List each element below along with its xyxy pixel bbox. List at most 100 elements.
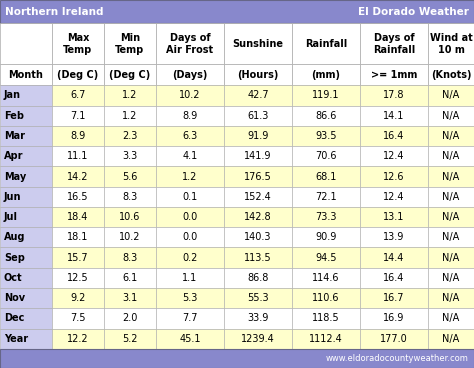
Bar [0, 85, 52, 106]
Bar [224, 187, 292, 207]
Text: 3.1: 3.1 [122, 293, 137, 303]
Text: 142.8: 142.8 [244, 212, 272, 222]
Text: (Days): (Days) [173, 70, 208, 79]
Bar [0, 146, 52, 166]
Bar [156, 227, 224, 247]
Bar [428, 85, 474, 106]
Bar [0, 329, 52, 349]
Bar [224, 166, 292, 187]
Text: Feb: Feb [4, 111, 24, 121]
Bar [104, 85, 156, 106]
Text: 45.1: 45.1 [179, 334, 201, 344]
Bar [292, 24, 360, 64]
Bar [292, 268, 360, 288]
Text: Apr: Apr [4, 151, 24, 161]
Text: 12.4: 12.4 [383, 192, 405, 202]
Bar [52, 166, 104, 187]
Text: 7.1: 7.1 [70, 111, 86, 121]
Text: 10.6: 10.6 [119, 212, 141, 222]
Text: 8.9: 8.9 [70, 131, 86, 141]
Text: 110.6: 110.6 [312, 293, 340, 303]
Text: 5.6: 5.6 [122, 171, 137, 181]
Text: 2.3: 2.3 [122, 131, 137, 141]
Text: 0.2: 0.2 [182, 252, 198, 263]
Text: N/A: N/A [442, 334, 460, 344]
Bar [224, 247, 292, 268]
Text: 2.0: 2.0 [122, 314, 137, 323]
Bar [156, 146, 224, 166]
Text: 0.0: 0.0 [182, 212, 198, 222]
Bar [0, 106, 52, 126]
Bar [292, 64, 360, 85]
Bar [0, 227, 52, 247]
Bar [0, 349, 474, 368]
Text: 16.4: 16.4 [383, 131, 405, 141]
Text: 10.2: 10.2 [179, 91, 201, 100]
Bar [292, 247, 360, 268]
Text: Jun: Jun [4, 192, 21, 202]
Bar [292, 85, 360, 106]
Text: Sunshine: Sunshine [233, 39, 283, 49]
Text: Year: Year [4, 334, 28, 344]
Text: 6.1: 6.1 [122, 273, 137, 283]
Bar [224, 329, 292, 349]
Bar [224, 308, 292, 329]
Text: >= 1mm: >= 1mm [371, 70, 417, 79]
Bar [292, 187, 360, 207]
Bar [104, 207, 156, 227]
Bar [224, 24, 292, 64]
Text: 68.1: 68.1 [315, 171, 337, 181]
Text: 5.2: 5.2 [122, 334, 138, 344]
Bar [292, 166, 360, 187]
Bar [104, 106, 156, 126]
Text: Mar: Mar [4, 131, 25, 141]
Text: N/A: N/A [442, 293, 460, 303]
Bar [104, 329, 156, 349]
Text: 42.7: 42.7 [247, 91, 269, 100]
Text: 12.6: 12.6 [383, 171, 405, 181]
Bar [0, 268, 52, 288]
Bar [104, 126, 156, 146]
Text: 152.4: 152.4 [244, 192, 272, 202]
Text: May: May [4, 171, 26, 181]
Bar [360, 207, 428, 227]
Text: 12.5: 12.5 [67, 273, 89, 283]
Text: 7.7: 7.7 [182, 314, 198, 323]
Text: Days of
Rainfall: Days of Rainfall [373, 33, 415, 54]
Text: 1239.4: 1239.4 [241, 334, 275, 344]
Bar [104, 288, 156, 308]
Text: N/A: N/A [442, 252, 460, 263]
Text: 1.1: 1.1 [182, 273, 198, 283]
Bar [292, 146, 360, 166]
Text: 9.2: 9.2 [70, 293, 86, 303]
Bar [52, 126, 104, 146]
Bar [360, 85, 428, 106]
Text: 8.3: 8.3 [122, 192, 137, 202]
Text: 141.9: 141.9 [244, 151, 272, 161]
Bar [52, 308, 104, 329]
Bar [156, 85, 224, 106]
Text: 16.5: 16.5 [67, 192, 89, 202]
Bar [428, 126, 474, 146]
Text: Dec: Dec [4, 314, 24, 323]
Text: 91.9: 91.9 [247, 131, 269, 141]
Bar [0, 308, 52, 329]
Text: Month: Month [9, 70, 44, 79]
Text: 8.9: 8.9 [182, 111, 198, 121]
Text: Oct: Oct [4, 273, 23, 283]
Bar [104, 64, 156, 85]
Text: N/A: N/A [442, 314, 460, 323]
Bar [360, 268, 428, 288]
Text: 14.2: 14.2 [67, 171, 89, 181]
Text: 33.9: 33.9 [247, 314, 269, 323]
Bar [360, 288, 428, 308]
Bar [52, 85, 104, 106]
Text: 177.0: 177.0 [380, 334, 408, 344]
Text: 15.7: 15.7 [67, 252, 89, 263]
Bar [224, 146, 292, 166]
Text: 16.9: 16.9 [383, 314, 405, 323]
Bar [52, 227, 104, 247]
Text: (Deg C): (Deg C) [57, 70, 99, 79]
Bar [52, 24, 104, 64]
Text: Sep: Sep [4, 252, 25, 263]
